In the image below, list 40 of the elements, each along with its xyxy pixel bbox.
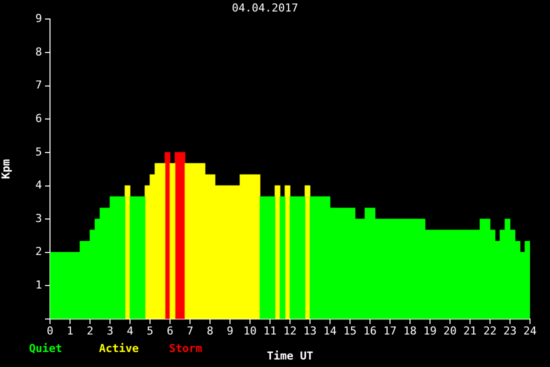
chart-title: 04.04.2017 [232, 1, 298, 14]
x-tick-label: 9 [226, 324, 234, 338]
x-tick-label: 5 [146, 324, 154, 338]
y-tick-label: 2 [35, 245, 42, 258]
y-tick-label: 4 [35, 178, 42, 192]
x-tick-label: 7 [186, 324, 194, 338]
x-tick-label: 10 [243, 324, 257, 338]
x-tick-label: 16 [363, 324, 377, 338]
y-tick-label: 5 [35, 145, 42, 158]
x-tick-label: 2 [86, 324, 94, 338]
x-tick-label: 21 [463, 324, 477, 338]
text: Storm [169, 342, 202, 355]
x-tick-label: 23 [503, 324, 517, 338]
y-tick-label: 7 [35, 78, 42, 92]
text: Quiet [29, 342, 62, 355]
x-tick-label: 22 [483, 324, 497, 338]
y-tick-label: 1 [35, 278, 42, 292]
y-axis-title: Kpm [0, 158, 12, 180]
y-tick-label: 8 [35, 45, 42, 58]
x-tick-label: 19 [423, 324, 437, 338]
x-tick-label: 8 [206, 324, 214, 338]
x-tick-label: 0 [46, 324, 54, 338]
x-tick-label: 1 [66, 324, 74, 338]
x-tick-label: 17 [383, 324, 397, 338]
x-axis-title: Time UT [266, 349, 314, 362]
x-tick-label: 14 [323, 324, 337, 338]
y-tick-label: 9 [35, 12, 42, 26]
x-tick-label: 11 [263, 324, 277, 338]
y-tick-label: 3 [35, 212, 42, 225]
y-tick-label: 6 [35, 112, 42, 125]
x-tick-label: 4 [126, 324, 134, 338]
x-tick-label: 6 [166, 324, 174, 338]
text: Active [99, 342, 140, 355]
x-tick-label: 15 [343, 324, 357, 338]
x-tick-label: 24 [523, 324, 537, 338]
x-tick-label: 3 [106, 324, 114, 338]
x-tick-label: 18 [403, 324, 417, 338]
x-tick-label: 20 [443, 324, 457, 338]
x-tick-label: 12 [283, 324, 297, 338]
x-tick-label: 13 [303, 324, 317, 338]
